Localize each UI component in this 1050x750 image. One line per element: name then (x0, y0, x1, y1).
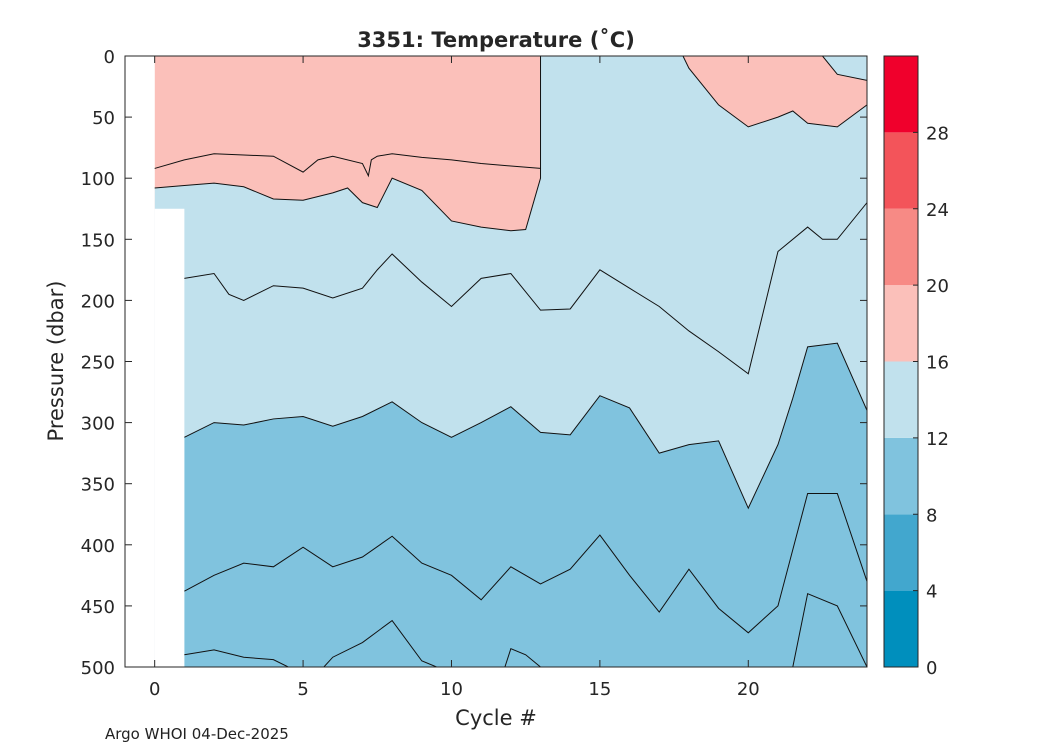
contour-line-4-2 (504, 648, 541, 667)
y-tick-label-250: 250 (81, 353, 115, 374)
colorbar-band-24-28 (884, 132, 918, 209)
colorbar-tick-label-16: 16 (926, 353, 949, 374)
y-tick-label-450: 450 (81, 597, 115, 618)
colorbar-band-16-20 (884, 285, 918, 362)
contour-line-4-3 (792, 592, 867, 667)
y-tick-label-200: 200 (81, 291, 115, 312)
y-tick-label-50: 50 (92, 108, 115, 129)
colorbar-tick-label-20: 20 (926, 276, 949, 297)
contour-line-layer (154, 56, 867, 667)
band-12-16-corner (822, 56, 867, 81)
x-tick-label-15: 15 (588, 679, 611, 700)
band-4-8-lower (184, 493, 867, 667)
y-tick-label-350: 350 (81, 475, 115, 496)
contour-line-12-0 (184, 202, 867, 375)
x-tick-label-10: 10 (440, 679, 463, 700)
x-tick-label-5: 5 (297, 679, 308, 700)
colorbar-band-8-12 (884, 437, 918, 515)
y-tick-label-0: 0 (104, 47, 115, 68)
chart-title: 3351: Temperature (˚C) (357, 28, 635, 52)
contour-line-12-1 (184, 342, 867, 510)
colorbar-tick-label-8: 8 (926, 505, 937, 526)
y-tick-label-400: 400 (81, 536, 115, 557)
x-tick-label-0: 0 (149, 679, 160, 700)
contour-line-4-0 (184, 649, 289, 667)
x-axis-label: Cycle # (455, 706, 537, 730)
contour-line-16-2 (682, 56, 867, 128)
contour-line-16-3 (822, 56, 867, 81)
colorbar-tick-label-4: 4 (926, 582, 937, 603)
x-tick-label-20: 20 (737, 679, 760, 700)
y-tick-label-500: 500 (81, 658, 115, 679)
y-tick-label-300: 300 (81, 414, 115, 435)
x-axis: 0 5 10 15 20 (149, 56, 760, 700)
contour-line-16-0 (154, 153, 541, 178)
colorbar-tick-label-24: 24 (926, 200, 949, 221)
y-tick-label-150: 150 (81, 230, 115, 251)
contour-line-8-0 (184, 492, 867, 634)
colorbar-band-28-32 (884, 56, 918, 133)
y-axis-label: Pressure (dbar) (44, 281, 68, 442)
colorbar-band-12-16 (884, 361, 918, 438)
colorbar: 0 4 8 12 16 20 24 28 (883, 55, 949, 679)
footer-credit: Argo WHOI 04-Dec-2025 (105, 725, 289, 743)
contour-line-4-1 (323, 619, 437, 667)
colorbar-tick-label-0: 0 (926, 658, 937, 679)
colorbar-tick-label-28: 28 (926, 123, 949, 144)
y-axis: 0 50 100 150 200 250 300 350 400 450 500 (81, 47, 867, 679)
colorbar-tick-label-12: 12 (926, 429, 949, 450)
contour-line-16-1 (154, 56, 542, 232)
colorbar-band-0-4 (884, 590, 918, 667)
colorbar-band-4-8 (884, 514, 918, 591)
no-data-block (154, 208, 185, 667)
colorbar-band-20-24 (884, 208, 918, 286)
y-tick-label-100: 100 (81, 169, 115, 190)
contour-fill-layer (125, 56, 867, 667)
band-16-20-right (682, 56, 867, 127)
